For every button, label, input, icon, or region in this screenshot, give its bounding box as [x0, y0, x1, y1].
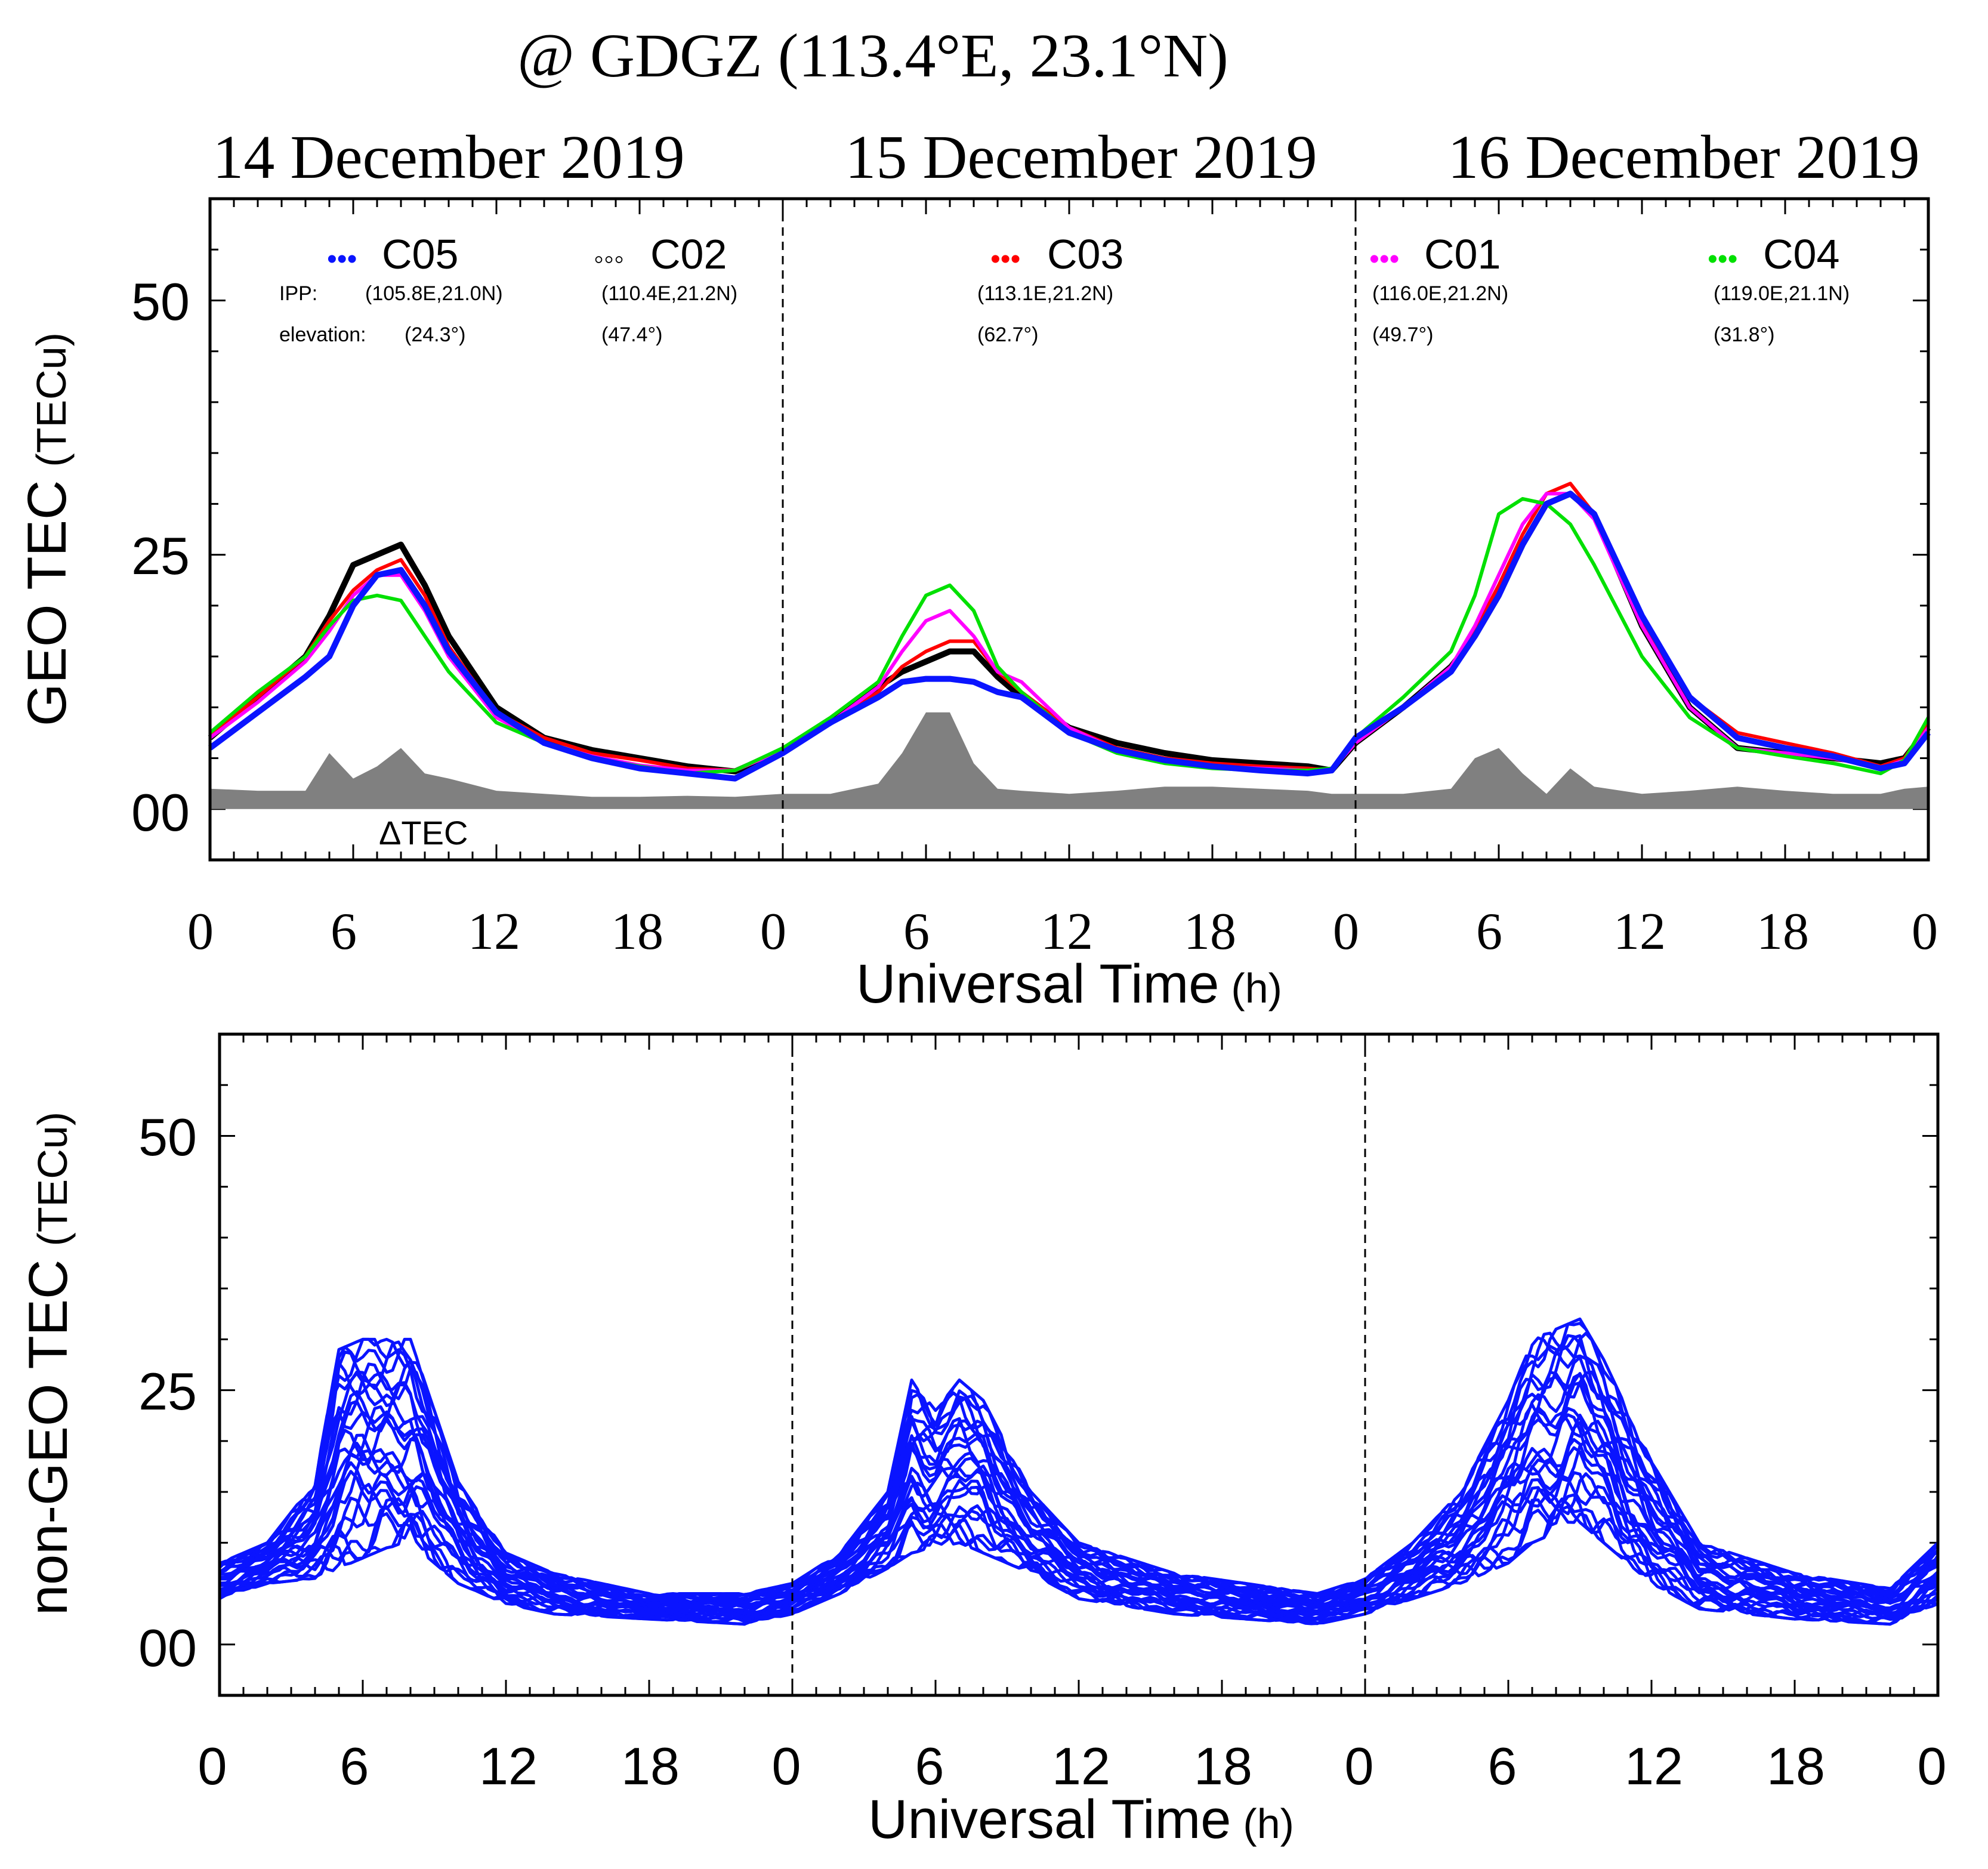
ipp-c02: (110.4E,21.2N): [601, 282, 737, 305]
non-geo-tec-panel: 00 25 50 non-GEO TEC (TECu) 0 6 12 18 0 …: [18, 1032, 1947, 1850]
bottom-ylabel-main: non-GEO TEC: [18, 1260, 79, 1616]
non-geo-satellite-track: [219, 1373, 1939, 1609]
line-c01: [209, 492, 1930, 772]
non-geo-satellite-track: [219, 1317, 1939, 1598]
ipp-prefix: IPP:: [279, 282, 317, 305]
legend-marker-c03: •••: [990, 243, 1020, 275]
top-ylabel-main: GEO TEC: [17, 480, 78, 726]
bottom-xtick: 6: [915, 1737, 944, 1796]
legend-marker-c05: •••: [327, 243, 357, 275]
bottom-xtick: 18: [621, 1737, 680, 1796]
bottom-ytick-0: 00: [138, 1618, 197, 1677]
non-geo-satellite-track: [219, 1498, 1938, 1626]
bottom-xtick-labels: 0 6 12 18 0 6 12 18 0 6 12 18 0: [198, 1737, 1947, 1796]
top-xlabel: Universal Time (h): [856, 954, 1282, 1014]
ipp-c01: (116.0E,21.2N): [1372, 282, 1508, 305]
top-xlabel-unit: (h): [1231, 965, 1282, 1011]
ipp-c05: (105.8E,21.0N): [365, 282, 503, 305]
bottom-xlabel-unit: (h): [1243, 1800, 1294, 1847]
legend-label-c02: C02: [650, 231, 727, 277]
bottom-panel-frame: [218, 1032, 1940, 1697]
elev-c03: (62.7°): [977, 323, 1038, 346]
bottom-xtick: 12: [479, 1737, 538, 1796]
non-geo-satellite-track: [219, 1381, 1939, 1610]
top-xtick: 0: [187, 903, 214, 961]
non-geo-satellite-track: [219, 1446, 1939, 1620]
legend-marker-c04: •••: [1708, 243, 1737, 275]
top-xtick: 18: [1757, 903, 1809, 961]
top-xtick: 12: [1041, 903, 1093, 961]
top-xtick: 12: [468, 903, 520, 961]
top-xlabel-main: Universal Time: [856, 954, 1219, 1014]
elev-c02: (47.4°): [601, 323, 662, 346]
bottom-ytick-50: 50: [138, 1108, 197, 1167]
delta-tec-label: ΔTEC: [379, 814, 468, 852]
top-ytick-50: 50: [131, 272, 190, 331]
delta-tec-area: [210, 712, 1928, 809]
elev-c05: (24.3°): [405, 323, 465, 346]
legend-marker-c01: •••: [1369, 243, 1399, 275]
top-xtick-labels: 0 6 12 18 0 6 12 18 0 6 12 18 0: [187, 903, 1938, 961]
top-xtick: 6: [903, 903, 930, 961]
bottom-xtick: 6: [1488, 1737, 1517, 1796]
geo-tec-lines: [208, 482, 1931, 782]
bottom-ylabel: non-GEO TEC (TECu): [18, 1112, 79, 1615]
top-xtick: 6: [1476, 903, 1502, 961]
top-xtick: 0: [1912, 903, 1938, 961]
legend-label-c01: C01: [1424, 231, 1501, 277]
legend-label-c03: C03: [1047, 231, 1123, 277]
figure-title: @ GDGZ (113.4°E, 23.1°N): [517, 21, 1228, 90]
non-geo-tec-lines: [218, 1317, 1940, 1626]
elev-c04: (31.8°): [1714, 323, 1774, 346]
legend-label-c04: C04: [1763, 231, 1839, 277]
bottom-xlabel: Universal Time (h): [868, 1789, 1294, 1850]
legend-label-c05: C05: [382, 231, 458, 277]
top-xtick: 12: [1613, 903, 1666, 961]
bottom-xtick: 0: [772, 1737, 801, 1796]
day-label-2: 15 December 2019: [845, 123, 1317, 192]
line-c05: [208, 491, 1931, 782]
delta-tec-area-group: [210, 712, 1928, 809]
bottom-xtick: 0: [198, 1737, 227, 1796]
bottom-xtick: 18: [1194, 1737, 1252, 1796]
bottom-ylabel-unit: (TECu): [29, 1112, 76, 1247]
bottom-xtick: 12: [1625, 1737, 1683, 1796]
ipp-c04: (119.0E,21.1N): [1714, 282, 1850, 305]
top-ylabel-unit: (TECu): [28, 332, 75, 467]
top-ytick-0: 00: [131, 783, 190, 842]
bottom-xtick: 6: [340, 1737, 369, 1796]
top-xtick: 0: [760, 903, 786, 961]
ipp-c03: (113.1E,21.2N): [977, 282, 1113, 305]
bottom-xtick: 12: [1052, 1737, 1110, 1796]
top-ylabel: GEO TEC (TECu): [17, 332, 78, 726]
bottom-ytick-25: 25: [138, 1362, 197, 1421]
non-geo-satellite-track: [218, 1362, 1940, 1605]
elev-c01: (49.7°): [1372, 323, 1433, 346]
top-panel-frame: [208, 197, 1930, 862]
day-label-1: 14 December 2019: [212, 123, 684, 192]
bottom-xtick: 0: [1345, 1737, 1374, 1796]
elevation-prefix: elevation:: [279, 323, 366, 346]
top-xtick: 18: [1184, 903, 1236, 961]
top-xtick: 18: [611, 903, 663, 961]
non-geo-satellite-track: [219, 1413, 1938, 1614]
bottom-xtick: 0: [1918, 1737, 1947, 1796]
legend: ••• C05 ◦◦◦ C02 ••• C03 ••• C01 ••• C04 …: [279, 231, 1850, 346]
legend-marker-c02: ◦◦◦: [594, 243, 624, 275]
top-xtick: 0: [1333, 903, 1359, 961]
day-label-3: 16 December 2019: [1447, 123, 1919, 192]
top-xtick: 6: [331, 903, 357, 961]
geo-tec-panel: 00 25 50 GEO TEC (TECu) 0 6 12 18 0 6 12…: [17, 197, 1938, 1014]
bottom-xlabel-main: Universal Time: [868, 1789, 1231, 1850]
top-ytick-25: 25: [131, 526, 190, 585]
bottom-xtick: 18: [1767, 1737, 1825, 1796]
